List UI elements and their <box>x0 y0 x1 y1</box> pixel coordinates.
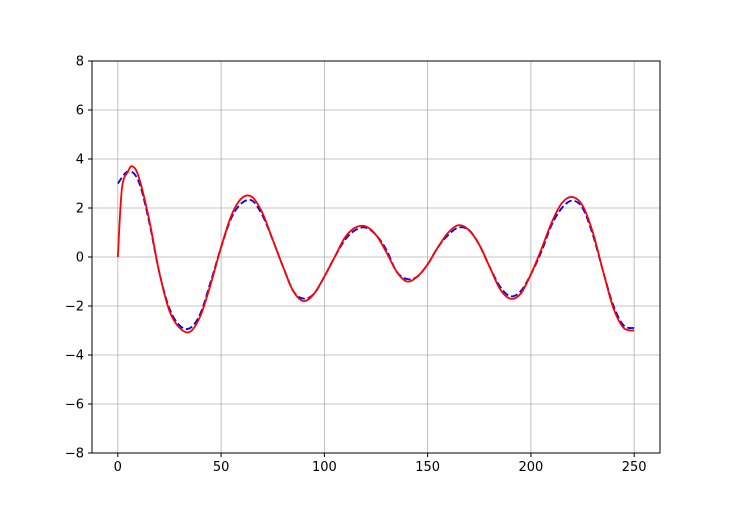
y-tick-label: −6 <box>65 398 84 413</box>
y-tick-label: 8 <box>76 55 84 70</box>
x-tick-label: 200 <box>518 460 543 475</box>
dashed-blue-series-line <box>117 170 635 330</box>
x-tick-label: 0 <box>114 460 122 475</box>
solid-red-series-line <box>116 165 635 334</box>
y-tick-label: −2 <box>65 300 84 315</box>
y-tick-label: −8 <box>65 447 84 462</box>
x-tick-label: 150 <box>415 460 440 475</box>
grid <box>92 60 660 454</box>
y-tick-label: 0 <box>76 251 84 266</box>
series-group <box>116 165 635 334</box>
axis-ticks: 0 50 100 150 200 250 −8 −6 −4 −2 0 2 4 6 8 <box>65 55 647 476</box>
x-tick-label: 50 <box>213 460 230 475</box>
x-tick-label: 250 <box>622 460 647 475</box>
y-tick-label: 6 <box>76 104 84 119</box>
y-tick-label: 4 <box>76 153 84 168</box>
y-tick-label: −4 <box>65 349 84 364</box>
y-tick-label: 2 <box>76 202 84 217</box>
x-tick-label: 100 <box>312 460 337 475</box>
